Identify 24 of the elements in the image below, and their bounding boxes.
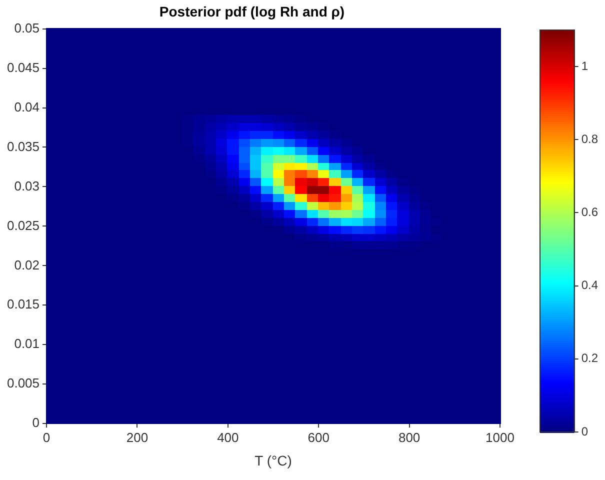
- y-tick-label: 0.03: [14, 178, 40, 194]
- x-tick-label: 600: [308, 430, 330, 445]
- y-tick-label: 0.05: [14, 20, 40, 36]
- x-tick-label: 0: [42, 430, 50, 445]
- y-tick-label: 0.02: [14, 257, 40, 272]
- y-tick-label: 0.035: [6, 138, 40, 154]
- x-tick-label: 400: [217, 430, 239, 445]
- color-bar-label: 0.8: [581, 132, 598, 146]
- x-axis-title: T (°C): [254, 452, 292, 468]
- y-tick-label: 0.025: [6, 218, 40, 233]
- y-tick-label: 0.015: [6, 296, 40, 312]
- y-tick-label: 0.01: [14, 336, 40, 352]
- x-tick-label: 1000: [486, 430, 514, 445]
- color-bar-label: 0.4: [581, 278, 598, 292]
- y-tick-label: 0.045: [6, 60, 40, 75]
- chart-title: Posterior pdf (log Rh and ρ): [159, 3, 345, 20]
- y-tick-label: 0.04: [14, 99, 40, 114]
- color-bar-label: 0.2: [581, 351, 598, 366]
- color-bar-label: 0.6: [581, 205, 598, 220]
- color-bar-label: 1: [581, 58, 588, 73]
- y-tick-label: 0: [32, 415, 40, 430]
- y-tick-label: 0.005: [6, 376, 40, 391]
- x-tick-label: 800: [398, 430, 420, 445]
- x-tick-label: 200: [126, 430, 148, 445]
